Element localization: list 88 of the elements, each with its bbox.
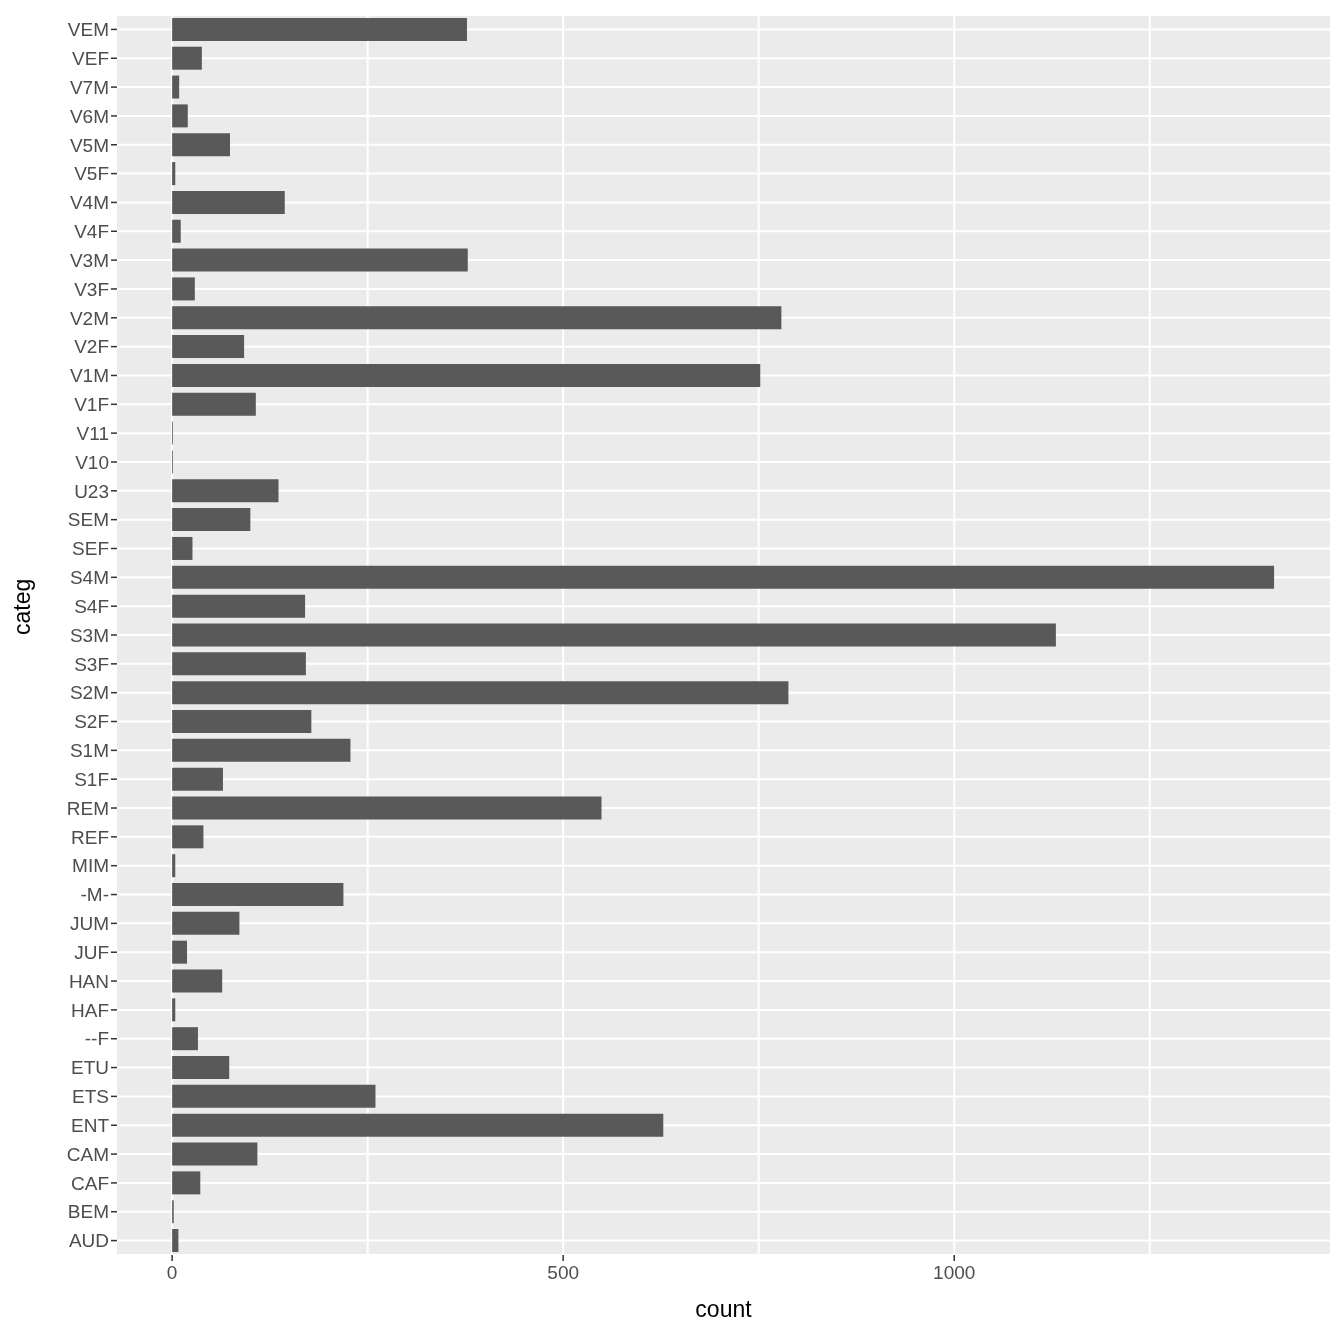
x-tick-label: 500	[547, 1262, 580, 1283]
bar	[172, 508, 251, 532]
y-tick-label: V5M	[69, 134, 109, 156]
bar	[172, 1113, 664, 1137]
y-tick-label: JUM	[69, 913, 109, 935]
y-tick-label: SEF	[72, 538, 109, 560]
bar	[172, 1229, 179, 1253]
y-tick-label: S1F	[74, 768, 109, 790]
bar	[172, 1171, 201, 1195]
y-tick-label: S2M	[69, 682, 109, 704]
x-tick-label: 0	[166, 1262, 178, 1283]
bar	[172, 594, 306, 618]
y-axis-title: categ	[9, 578, 36, 635]
y-tick-label: V5F	[74, 163, 109, 185]
y-tick-label: HAN	[68, 970, 109, 992]
y-tick-label: V6M	[69, 105, 109, 127]
y-tick-label: V1M	[69, 365, 109, 387]
y-tick-label: S3M	[69, 624, 109, 646]
y-tick-label: S3F	[74, 653, 109, 675]
bar	[172, 162, 176, 186]
x-axis-title: count	[695, 1296, 753, 1322]
y-tick-label: ETS	[72, 1086, 109, 1108]
bar	[172, 767, 223, 791]
bar	[172, 363, 761, 387]
bar	[172, 796, 602, 820]
bar	[172, 1142, 258, 1166]
y-tick-label: HAF	[71, 999, 109, 1021]
y-tick-label: VEM	[67, 19, 109, 41]
bar	[172, 1056, 230, 1080]
bar	[172, 1084, 376, 1108]
bar	[172, 536, 193, 560]
y-tick-label: V1F	[74, 394, 109, 416]
bar	[172, 479, 279, 503]
bar	[172, 75, 180, 99]
y-tick-label: V4M	[69, 192, 109, 214]
y-tick-label: V3F	[74, 278, 109, 300]
bar	[172, 969, 223, 993]
bar	[172, 681, 789, 705]
bar	[172, 104, 188, 128]
y-tick-label: V4F	[74, 221, 109, 243]
y-tick-label: CAM	[66, 1143, 109, 1165]
y-tick-label: SEM	[67, 509, 109, 531]
bar	[172, 1027, 198, 1051]
bar	[172, 709, 312, 733]
y-tick-label: U23	[74, 480, 109, 502]
y-tick-label: JUF	[74, 941, 109, 963]
y-tick-label: V2F	[74, 336, 109, 358]
y-tick-label: S4M	[69, 567, 109, 589]
y-tick-label: V10	[75, 451, 109, 473]
bar	[172, 940, 187, 964]
bar	[172, 392, 256, 416]
y-tick-label: AUD	[68, 1230, 109, 1252]
bar	[172, 854, 176, 878]
y-tick-label: V7M	[69, 76, 109, 98]
y-tick-label: S1M	[69, 740, 109, 762]
y-tick-label: -M-	[80, 884, 109, 906]
y-tick-label: MIM	[72, 855, 109, 877]
bar	[172, 335, 245, 359]
y-tick-label: ETU	[71, 1057, 109, 1079]
y-tick-label: VEF	[72, 48, 109, 69]
bar	[172, 883, 344, 906]
bar	[172, 911, 240, 935]
bar	[172, 998, 176, 1022]
bar	[172, 17, 467, 41]
y-tick-label: V11	[76, 422, 109, 444]
y-tick-label: REM	[66, 797, 109, 819]
y-tick-label: V2M	[69, 307, 109, 329]
bar	[172, 306, 782, 330]
bar	[172, 219, 181, 243]
bar	[172, 825, 204, 849]
y-tick-label: CAF	[71, 1172, 109, 1194]
y-tick-label: S4F	[74, 595, 109, 617]
y-tick-label: --F	[84, 1028, 109, 1050]
bar	[172, 190, 285, 214]
y-tick-label: S2F	[74, 711, 109, 733]
bar	[172, 652, 306, 676]
bar	[172, 738, 351, 762]
y-tick-label: REF	[71, 826, 109, 848]
bar	[172, 623, 1056, 647]
bar	[172, 46, 202, 70]
y-tick-label: V3M	[69, 249, 109, 271]
y-tick-label: BEM	[67, 1201, 109, 1223]
bar	[172, 133, 231, 157]
x-tick-label: 1000	[933, 1262, 976, 1283]
bar	[172, 565, 1275, 589]
y-tick-label: ENT	[71, 1114, 110, 1136]
bar	[172, 248, 468, 272]
bar	[172, 277, 195, 301]
